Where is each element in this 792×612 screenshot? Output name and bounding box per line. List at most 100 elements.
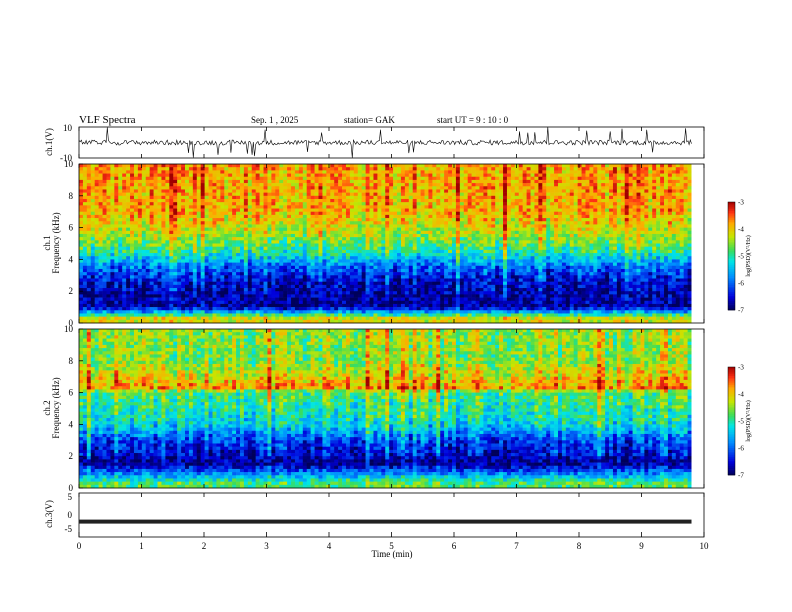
ch1-spectrogram-cell bbox=[389, 294, 394, 298]
ch1-spectrogram-cell bbox=[393, 278, 398, 282]
ch1-spectrogram-cell bbox=[393, 224, 398, 228]
ch1-spectrogram-cell bbox=[400, 291, 406, 295]
ch1-spectrogram-cell bbox=[98, 183, 103, 187]
ch1-spectrogram-cell bbox=[400, 202, 406, 206]
ch1-spectrogram-cell bbox=[114, 253, 119, 257]
ch1-spectrogram-cell bbox=[306, 227, 311, 232]
ch1-spectrogram-cell bbox=[185, 218, 190, 222]
ch1-spectrogram-cell bbox=[118, 224, 123, 228]
ch1-spectrogram-cell bbox=[318, 211, 323, 216]
ch1-spectrogram-cell bbox=[126, 179, 131, 184]
ch1-spectrogram-cell bbox=[126, 262, 131, 267]
ch1-spectrogram-cell bbox=[259, 259, 264, 263]
ch1-spectrogram-cell bbox=[114, 192, 119, 197]
ch1-spectrogram-cell bbox=[208, 313, 213, 317]
ch1-spectrogram-cell bbox=[255, 233, 260, 238]
ch1-spectrogram-cell bbox=[102, 230, 107, 235]
ch1-spectrogram-cell bbox=[369, 265, 374, 270]
ch1-spectrogram-cell bbox=[82, 173, 88, 178]
ch1-spectrogram-cell bbox=[440, 218, 445, 222]
ch1-spectrogram-cell bbox=[455, 291, 461, 295]
ch1-spectrogram-cell bbox=[345, 227, 351, 232]
ch1-spectrogram-cell bbox=[145, 211, 150, 216]
ch1-spectrogram-cell bbox=[126, 192, 131, 197]
ch1-spectrogram-cell bbox=[283, 275, 288, 279]
ch1-spectrogram-cell bbox=[267, 240, 272, 244]
ch1-spectrogram-cell bbox=[279, 303, 284, 308]
ch1-spectrogram-cell bbox=[412, 195, 417, 200]
ch1-spectrogram-cell bbox=[326, 192, 331, 197]
ch1-spectrogram-cell bbox=[294, 176, 300, 181]
ch1-spectrogram-cell bbox=[145, 218, 150, 222]
ch1-spectrogram-cell bbox=[86, 233, 92, 238]
ch1-spectrogram-cell bbox=[259, 256, 264, 260]
ch1-spectrogram-cell bbox=[122, 262, 127, 267]
ch1-spectrogram-cell bbox=[326, 319, 331, 324]
ch1-spectrogram-cell bbox=[196, 243, 202, 247]
ch1-spectrogram-cell bbox=[381, 208, 386, 212]
ch1-spectrogram-cell bbox=[298, 192, 304, 197]
ch1-spectrogram-cell bbox=[94, 198, 99, 203]
ch1-spectrogram-cell bbox=[428, 183, 433, 187]
ch1-spectrogram-cell bbox=[314, 233, 319, 238]
ch1-spectrogram-cell bbox=[291, 211, 296, 216]
ch1-spectrogram-cell bbox=[220, 214, 225, 219]
ch1-spectrogram-cell bbox=[126, 300, 131, 305]
ch1-spectrogram-cell bbox=[169, 284, 174, 289]
ch1-spectrogram-cell bbox=[239, 310, 245, 314]
ch1-spectrogram-cell bbox=[463, 253, 469, 257]
ch1-spectrogram-cell bbox=[220, 246, 225, 251]
ch1-spectrogram-cell bbox=[463, 211, 469, 216]
ch1-spectrogram-cell bbox=[94, 256, 99, 260]
ch1-spectrogram-cell bbox=[345, 256, 351, 260]
ch1-spectrogram-cell bbox=[334, 179, 339, 184]
ch1-spectrogram-cell bbox=[428, 259, 433, 263]
ch1-spectrogram-cell bbox=[247, 186, 253, 190]
ch1-spectrogram-cell bbox=[118, 284, 123, 289]
ch1-spectrogram-cell bbox=[220, 170, 225, 174]
ch1-spectrogram-cell bbox=[287, 291, 292, 295]
ch1-spectrogram-cell bbox=[369, 237, 374, 241]
ch1-spectrogram-cell bbox=[310, 262, 315, 267]
ch1-spectrogram-cell bbox=[157, 237, 162, 241]
ch1-spectrogram-cell bbox=[322, 202, 327, 206]
ch1-spectrogram-cell bbox=[82, 176, 88, 181]
ch1-spectrogram-cell bbox=[185, 294, 190, 298]
ch1-spectrogram-cell bbox=[291, 214, 296, 219]
ch1-spectrogram-cell bbox=[373, 288, 378, 292]
ch1-spectrogram-cell bbox=[204, 186, 209, 190]
ch1-spectrogram-cell bbox=[385, 195, 390, 200]
ch1-spectrogram-cell bbox=[126, 288, 131, 292]
ch1-spectrogram-cell bbox=[459, 265, 465, 270]
ch1-spectrogram-cell bbox=[294, 281, 300, 286]
ch1-spectrogram-cell bbox=[169, 208, 174, 212]
ch1-spectrogram-cell bbox=[188, 189, 194, 193]
ch1-spectrogram-cell bbox=[232, 230, 237, 235]
ch1-spectrogram-cell bbox=[192, 230, 198, 235]
ch1-spectrogram-cell bbox=[385, 243, 390, 247]
ch1-spectrogram-cell bbox=[397, 249, 402, 254]
ch1-spectrogram-cell bbox=[251, 297, 256, 302]
ch1-spectrogram-cell bbox=[165, 288, 170, 292]
ch1-spectrogram-cell bbox=[373, 275, 378, 279]
ch1-spectrogram-cell bbox=[141, 262, 147, 267]
ch1-spectrogram-cell bbox=[255, 253, 260, 257]
ch1-spectrogram-cell bbox=[236, 218, 241, 222]
ch1-spectrogram-cell bbox=[220, 310, 225, 314]
ch1-spectrogram-cell bbox=[306, 240, 311, 244]
ch1-spectrogram-cell bbox=[389, 240, 394, 244]
ch1-spectrogram-cell bbox=[389, 300, 394, 305]
ch1-spectrogram-cell bbox=[208, 233, 213, 238]
ch1-spectrogram-cell bbox=[118, 192, 123, 197]
ch1-spectrogram-cell bbox=[279, 278, 284, 282]
ch1-spectrogram-cell bbox=[416, 208, 421, 212]
ch1-spectrogram-cell bbox=[243, 224, 249, 228]
ch1-spectrogram-cell bbox=[259, 202, 264, 206]
ch1-spectrogram-cell bbox=[361, 294, 366, 298]
ch1-spectrogram-cell bbox=[106, 268, 111, 273]
ch1-spectrogram-cell bbox=[133, 176, 139, 181]
ch1-spectrogram-cell bbox=[393, 297, 398, 302]
ch1-spectrogram-cell bbox=[263, 176, 268, 181]
ch1-spectrogram-cell bbox=[137, 189, 143, 193]
ch1-spectrogram-cell bbox=[145, 253, 150, 257]
